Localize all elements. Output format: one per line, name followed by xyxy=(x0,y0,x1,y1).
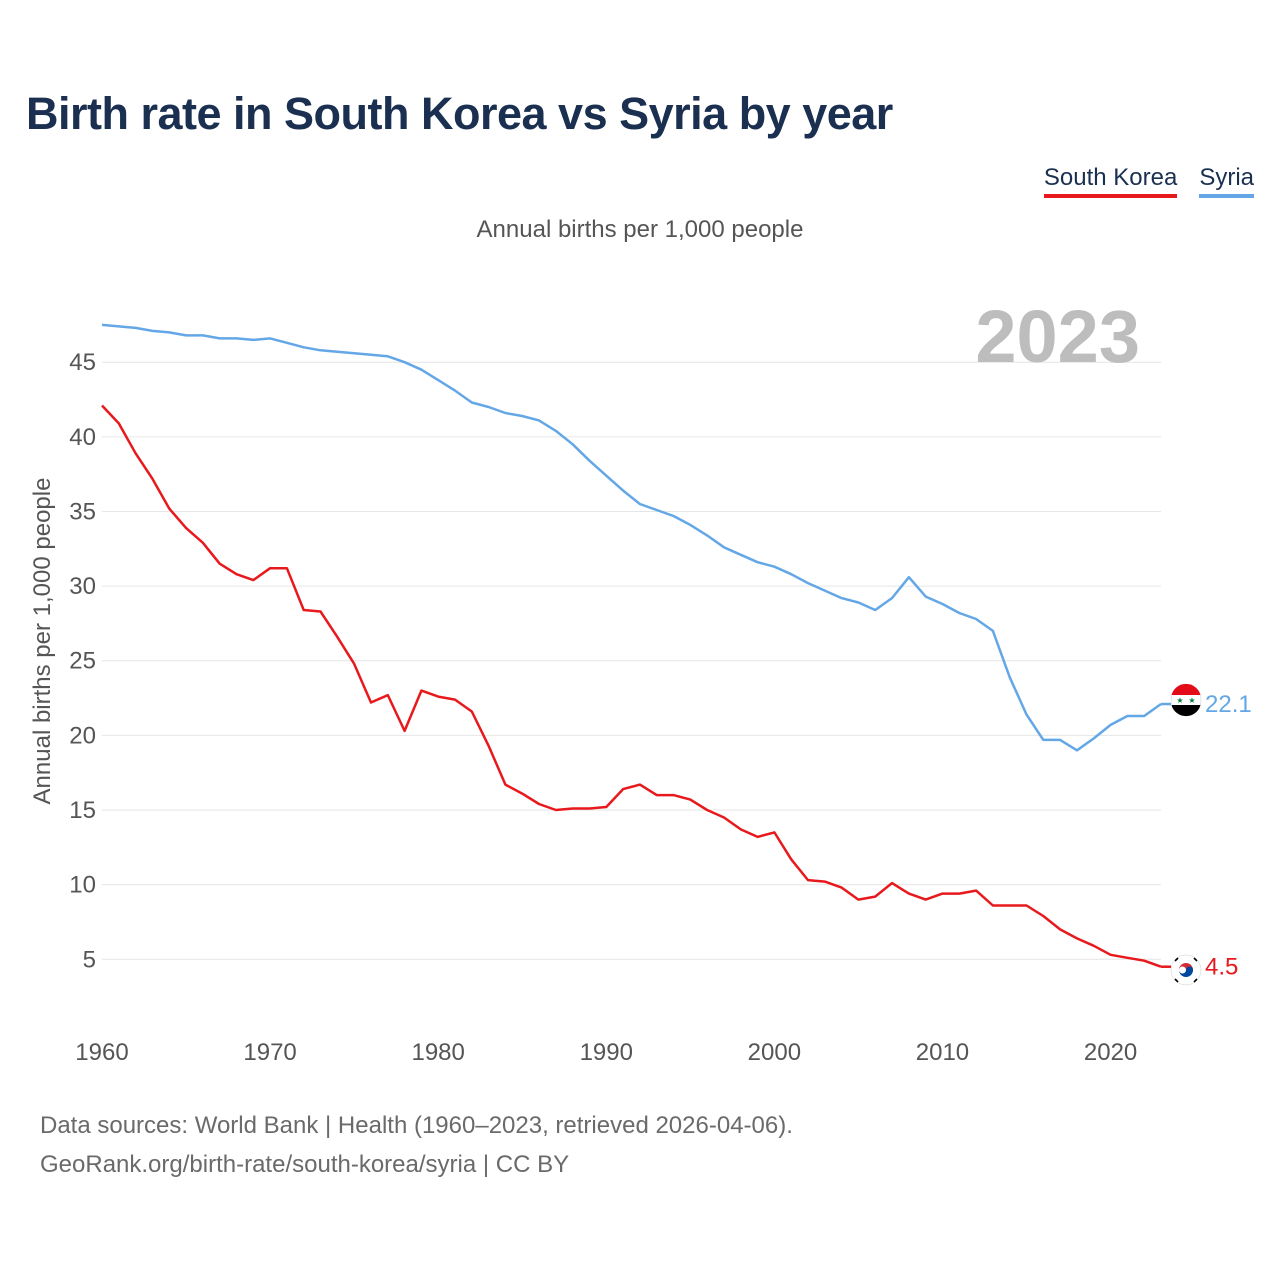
legend-item-south-korea[interactable]: South Korea xyxy=(1043,164,1178,198)
x-tick-label: 2020 xyxy=(1084,1039,1137,1066)
y-tick-label: 30 xyxy=(69,573,96,600)
x-tick-label: 1970 xyxy=(243,1039,296,1066)
series-lines xyxy=(101,323,1171,968)
legend-item-syria[interactable]: Syria xyxy=(1199,164,1254,198)
svg-text:★: ★ xyxy=(1176,696,1183,705)
end-label-south-korea: 4.5 xyxy=(1205,954,1238,981)
y-tick-label: 10 xyxy=(69,872,96,899)
series-line-south-korea xyxy=(101,404,1162,968)
y-axis-ticks: 5 10 15 20 25 30 35 40 45 xyxy=(69,349,96,973)
y-tick-label: 45 xyxy=(69,349,96,376)
end-label-syria: 22.1 xyxy=(1205,691,1252,718)
south-korea-flag-icon xyxy=(1170,954,1202,986)
chart-title: Birth rate in South Korea vs Syria by ye… xyxy=(26,88,893,139)
series-end-labels: 4.5 22.1 xyxy=(1205,691,1252,981)
x-axis-ticks: 1960 1970 1980 1990 2000 2010 2020 xyxy=(75,1039,1137,1066)
x-tick-label: 2000 xyxy=(748,1039,801,1066)
y-axis-label: Annual births per 1,000 people xyxy=(29,478,56,805)
source-line-2[interactable]: GeoRank.org/birth-rate/south-korea/syria… xyxy=(40,1151,570,1178)
x-tick-label: 2010 xyxy=(916,1039,969,1066)
x-tick-label: 1980 xyxy=(411,1039,464,1066)
grid-lines xyxy=(102,361,1161,960)
syria-flag-icon: ★ ★ xyxy=(1170,683,1202,717)
source-note: Data sources: World Bank | Health (1960–… xyxy=(40,1106,793,1184)
x-tick-label: 1960 xyxy=(75,1039,128,1066)
y-tick-label: 25 xyxy=(69,648,96,675)
series-line-syria xyxy=(101,323,1162,752)
y-tick-label: 20 xyxy=(69,722,96,749)
chart-subtitle: Annual births per 1,000 people xyxy=(476,216,804,243)
y-tick-label: 35 xyxy=(69,498,96,525)
y-tick-label: 15 xyxy=(69,797,96,824)
svg-text:★: ★ xyxy=(1188,696,1195,705)
y-tick-label: 5 xyxy=(83,946,96,973)
series-end-markers: ★ ★ xyxy=(1170,683,1202,986)
source-line-1: Data sources: World Bank | Health (1960–… xyxy=(40,1112,793,1139)
x-tick-label: 1990 xyxy=(580,1039,633,1066)
legend: South Korea Syria xyxy=(1043,164,1254,198)
year-badge: 2023 xyxy=(975,295,1140,378)
y-tick-label: 40 xyxy=(69,424,96,451)
